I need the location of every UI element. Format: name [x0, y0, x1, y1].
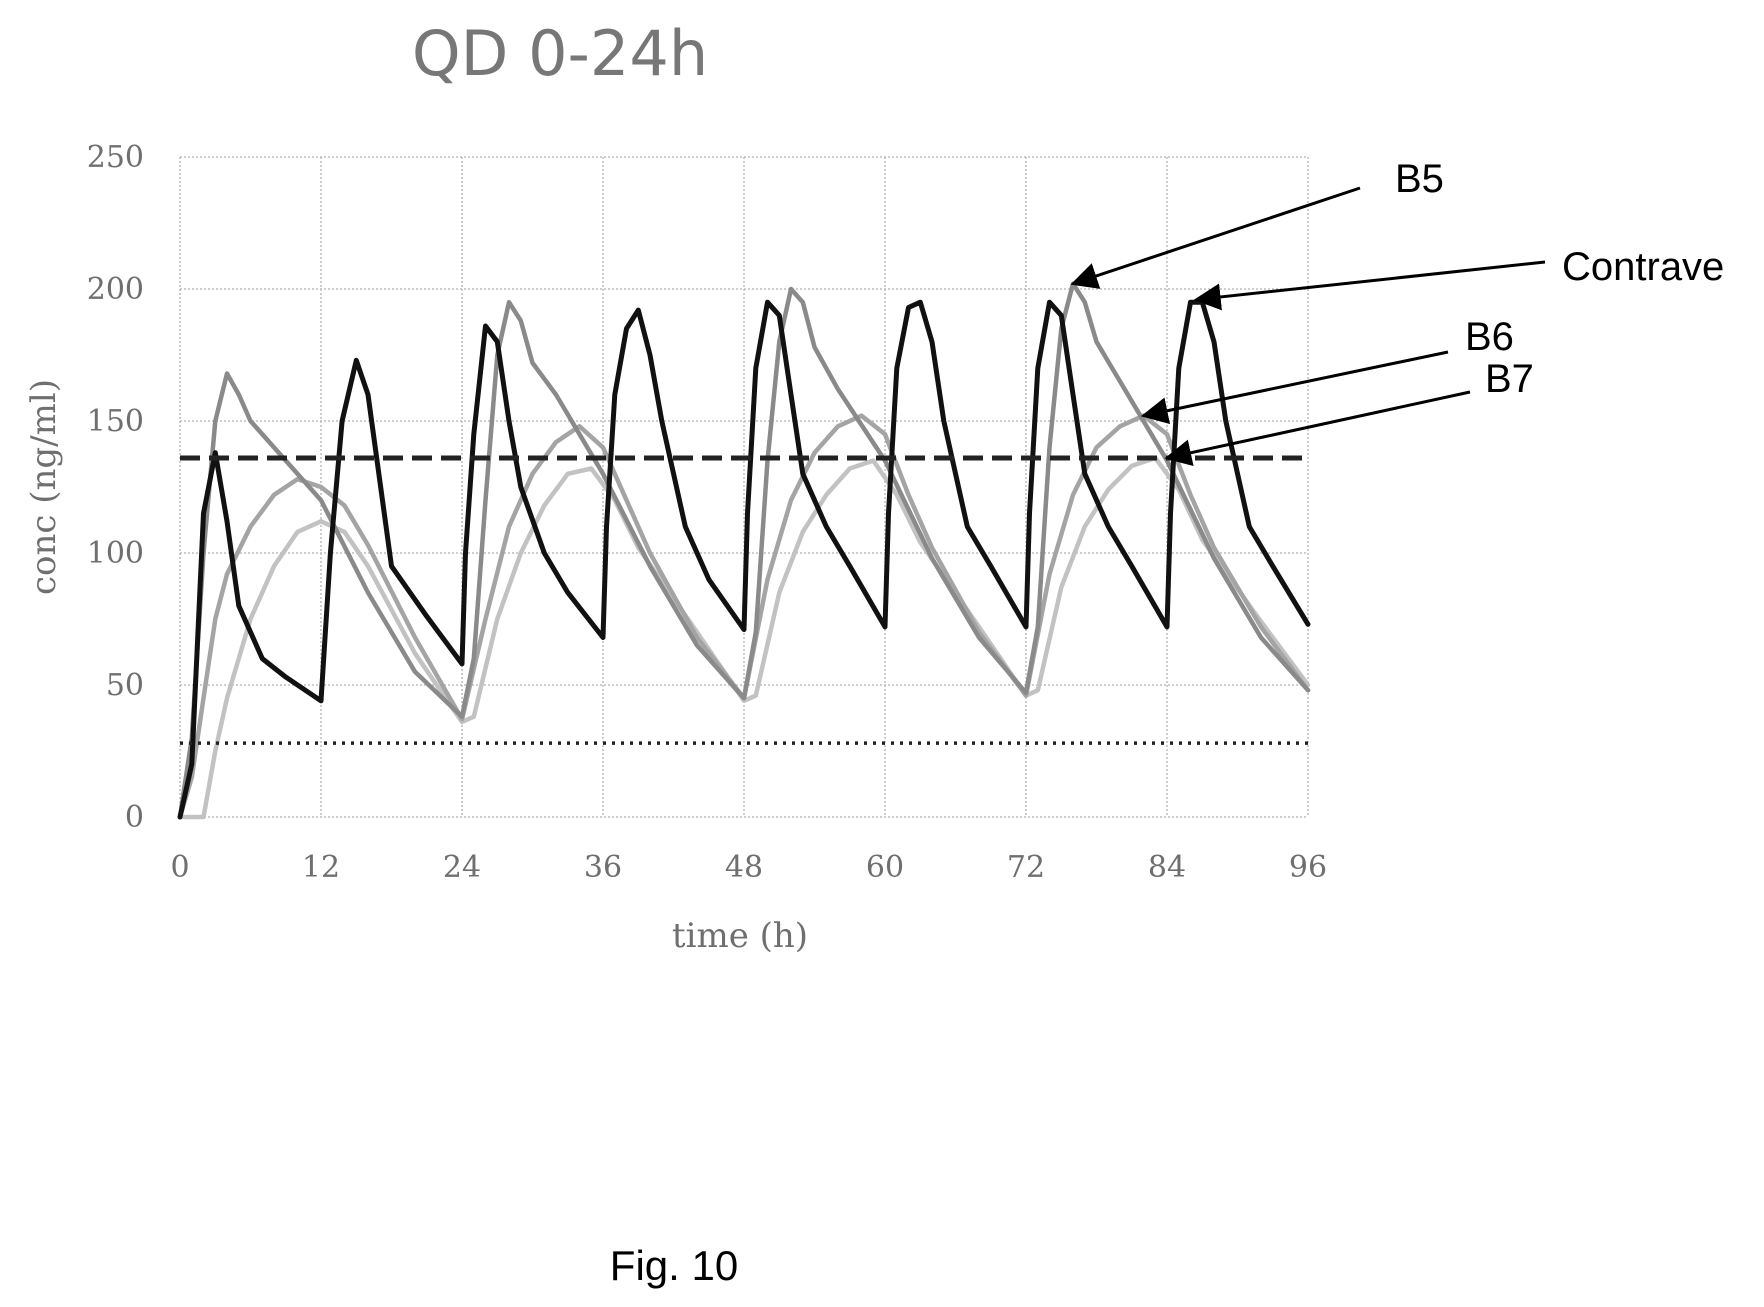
contrave-annotation-arrow [1193, 260, 1546, 311]
b5-annotation-arrow [1070, 186, 1361, 289]
contrave-annotation-label: Contrave [1562, 245, 1724, 289]
b6-annotation-arrow [1140, 350, 1449, 424]
x-axis-ticks: 0 12 24 36 48 60 72 84 96 [170, 850, 1327, 885]
b6-line [177, 413, 1311, 820]
y-axis-ticks: 0 50 100 150 200 250 [87, 140, 144, 835]
x-tick-label: 36 [584, 850, 622, 885]
b6-annotation-label: B6 [1465, 315, 1514, 359]
b7-annotation-label: B7 [1485, 357, 1534, 401]
y-tick-label: 200 [87, 272, 144, 307]
x-tick-label: 96 [1289, 850, 1327, 885]
x-tick-label: 24 [443, 850, 481, 885]
x-tick-label: 48 [725, 850, 763, 885]
y-tick-label: 150 [87, 404, 144, 439]
contrave-line [177, 299, 1311, 820]
x-tick-label: 72 [1007, 850, 1045, 885]
b5-line [177, 281, 1311, 820]
x-tick-label: 60 [866, 850, 904, 885]
x-tick-label: 84 [1148, 850, 1186, 885]
y-axis-label: conc (ng/ml) [24, 379, 64, 595]
series-layer [177, 281, 1311, 820]
y-tick-label: 0 [125, 800, 144, 835]
x-axis-label: time (h) [672, 916, 808, 956]
figure-caption: Fig. 10 [610, 1242, 738, 1289]
chart-title: QD 0-24h [412, 17, 708, 90]
grid-layer [179, 156, 1309, 818]
y-tick-label: 50 [106, 668, 144, 703]
b7-annotation-arrow [1164, 390, 1471, 466]
x-tick-label: 0 [170, 850, 189, 885]
x-tick-label: 12 [302, 850, 340, 885]
y-tick-label: 100 [87, 536, 144, 571]
b5-annotation-label: B5 [1395, 157, 1444, 201]
y-tick-label: 250 [87, 140, 144, 175]
